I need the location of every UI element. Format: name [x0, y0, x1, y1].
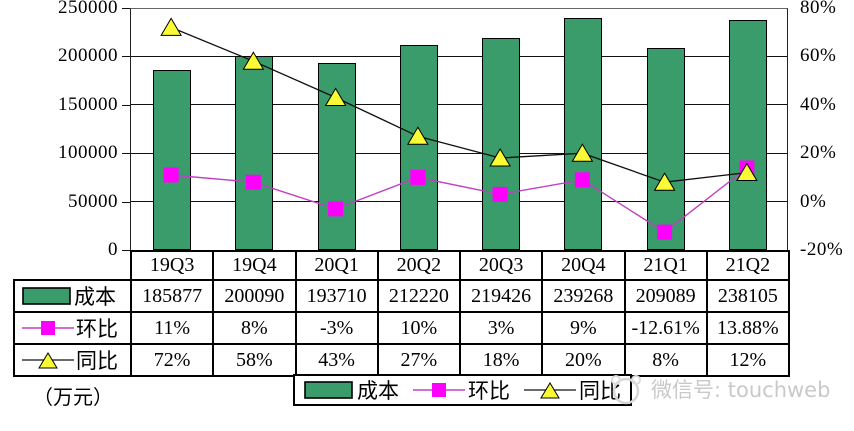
watermark: 微信号: touchweb: [607, 372, 830, 406]
right-axis-tick-label: 80%: [800, 0, 837, 18]
left-axis-tick: [122, 201, 130, 203]
table-cell: 239268: [541, 279, 626, 313]
table-row: 成本 185877 200090 193710 212220 219426 239268 20…: [13, 279, 791, 313]
huanbi-marker-icon: [22, 321, 74, 335]
cost-bar: [235, 56, 274, 250]
table-cell: -3%: [294, 311, 379, 345]
quarter-header-cell: 19Q3: [129, 250, 215, 281]
right-axis-tick-label: 40%: [800, 93, 837, 115]
left-axis-tick: [122, 153, 130, 155]
plot-area: [130, 8, 788, 250]
table-cell: 200090: [212, 279, 297, 313]
table-cell: 18%: [458, 343, 544, 377]
legend-item: 环比: [413, 375, 510, 405]
table-cell: 9%: [541, 311, 626, 345]
left-axis-tick: [122, 56, 130, 58]
cost-bar: [728, 19, 767, 250]
table-cell: -12.61%: [623, 311, 708, 345]
cost-bar: [482, 37, 521, 250]
cost-bar: [317, 62, 356, 250]
left-axis-tick: [122, 8, 130, 9]
cost-bar: [153, 70, 192, 250]
grid-line: [131, 104, 787, 106]
legend-label: 成本: [357, 379, 399, 403]
cost-bar: [646, 47, 685, 250]
table-cell: 11%: [129, 311, 215, 345]
table-cell: 185877: [129, 279, 215, 313]
row-label-cell: 环比: [13, 311, 132, 345]
quarter-header-cell: 20Q2: [376, 250, 462, 281]
right-axis-tick-label: -20%: [800, 239, 844, 260]
left-axis-tick: [122, 104, 130, 106]
table-corner-cell: [14, 251, 131, 281]
right-axis-tick-label: 20%: [800, 142, 837, 164]
row-label-cell: 成本: [13, 279, 132, 313]
tongbi-marker-icon: [524, 382, 576, 399]
cost-swatch-icon: [304, 381, 353, 399]
grid-line: [131, 55, 787, 57]
cost-bar: [564, 18, 603, 250]
left-axis-tick-label: 100000: [58, 142, 118, 164]
table-cell: 58%: [212, 343, 297, 377]
quarter-header-cell: 20Q3: [458, 250, 544, 281]
table-cell: 8%: [623, 343, 708, 377]
table-cell: 10%: [376, 311, 462, 345]
right-axis-tick-label: 0%: [800, 190, 827, 212]
right-axis-tick-label: 60%: [800, 45, 837, 67]
table-cell: 238105: [705, 279, 791, 313]
watermark-logo-icon: [611, 375, 641, 405]
row-label: 成本: [74, 285, 116, 309]
row-label: 环比: [76, 317, 118, 341]
table-cell: 8%: [212, 311, 297, 345]
table-row: 环比 11% 8% -3% 10% 3% 9% -12.61% 13.88%: [13, 311, 791, 345]
left-axis-tick-label: 150000: [58, 93, 118, 115]
left-axis-tick-label: 0: [108, 239, 118, 260]
watermark-text: 微信号: touchweb: [651, 378, 831, 402]
table-cell: 27%: [376, 343, 462, 377]
legend: 成本 环比 同比: [293, 374, 632, 406]
huanbi-marker-icon: [413, 383, 465, 397]
table-cell: 209089: [623, 279, 708, 313]
table-cell: 13.88%: [705, 311, 791, 345]
row-label-cell: 同比: [13, 343, 132, 377]
legend-label: 环比: [468, 379, 510, 403]
table-cell: 219426: [458, 279, 544, 313]
table-cell: 193710: [294, 279, 379, 313]
left-axis-tick: [122, 250, 130, 251]
table-cell: 20%: [541, 343, 626, 377]
cost-bar: [399, 44, 438, 250]
table-cell: 72%: [129, 343, 215, 377]
quarter-header-cell: 20Q1: [294, 250, 379, 281]
cost-swatch-icon: [22, 287, 71, 305]
table-cell: 212220: [376, 279, 462, 313]
table-header-row: 19Q3 19Q4 20Q1 20Q2 20Q3 20Q4 21Q1 21Q2: [14, 250, 791, 281]
quarter-header-cell: 19Q4: [212, 250, 297, 281]
quarter-header-cell: 21Q2: [705, 250, 791, 281]
grid-line: [131, 152, 787, 154]
grid-line: [131, 201, 787, 202]
tongbi-marker-icon: [22, 352, 74, 369]
quarter-header-cell: 21Q1: [623, 250, 708, 281]
row-label: 同比: [76, 349, 118, 373]
table-cell: 3%: [458, 311, 544, 345]
quarter-header-cell: 20Q4: [541, 250, 626, 281]
legend-item: 成本: [304, 375, 399, 405]
table-row: 同比 72% 58% 43% 27% 18% 20% 8% 12%: [13, 343, 791, 377]
left-axis-tick-label: 250000: [58, 0, 118, 18]
unit-label: （万元）: [33, 387, 113, 409]
table-cell: 43%: [294, 343, 379, 377]
data-table: 19Q3 19Q4 20Q1 20Q2 20Q3 20Q4 21Q1 21Q2 成本 185877…: [13, 250, 791, 377]
left-axis-tick-label: 50000: [68, 190, 118, 212]
left-axis-tick-label: 200000: [58, 45, 118, 67]
table-cell: 12%: [705, 343, 791, 377]
